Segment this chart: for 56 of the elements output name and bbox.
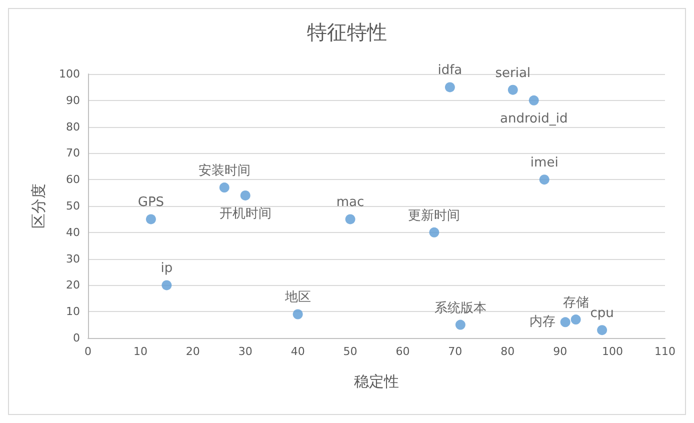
annotation: 更新时间	[408, 208, 460, 224]
x-tick-label: 80	[500, 345, 515, 358]
y-tick-label: 20	[66, 278, 80, 292]
point	[597, 325, 608, 336]
point	[508, 84, 518, 95]
x-tick-label: 40	[290, 345, 305, 358]
point	[429, 227, 440, 238]
x-tick-label: 50	[343, 345, 358, 358]
y-tick-label: 50	[66, 200, 80, 212]
x-tick-label: 100	[602, 345, 624, 358]
x-tick-label: 0	[84, 345, 92, 358]
x-tick-label: 30	[238, 345, 252, 358]
annotation: GPS	[138, 195, 164, 210]
annotation: ip	[160, 261, 173, 276]
point	[560, 317, 570, 328]
annotation: 系统版本	[434, 300, 486, 316]
point	[219, 182, 230, 193]
point	[162, 280, 172, 290]
y-tick-label: 80	[66, 120, 80, 134]
point	[570, 314, 581, 325]
y-tick-label: 100	[59, 68, 80, 80]
x-tick-label: 10	[133, 345, 148, 358]
annotation: mac	[336, 195, 364, 210]
point	[528, 95, 539, 106]
y-tick-label: 90	[66, 94, 80, 107]
x-tick-label: 20	[186, 345, 200, 358]
point	[146, 214, 156, 224]
annotation: 内存	[529, 314, 556, 330]
annotation: idfa	[438, 63, 462, 78]
y-tick-label: 60	[66, 173, 80, 186]
x-tick-label: 110	[654, 345, 676, 358]
y-tick-label: 0	[73, 332, 80, 344]
y-tick-label: 40	[66, 226, 80, 239]
annotation: 存储	[562, 296, 589, 311]
point	[292, 309, 303, 320]
annotation: 开机时间	[219, 206, 272, 222]
annotation: imei	[530, 156, 558, 171]
point	[455, 320, 466, 330]
annotation: 安装时间	[198, 162, 250, 179]
chart-title: 特征特性	[307, 20, 387, 44]
annotation: 地区	[284, 290, 311, 306]
y-axis-title: 区分度	[30, 184, 48, 228]
x-tick-label: 90	[553, 345, 568, 358]
point	[539, 174, 550, 185]
y-tick-label: 10	[66, 305, 80, 318]
annotation: android_id	[500, 111, 568, 126]
point	[444, 82, 455, 92]
annotation: cpu	[590, 306, 614, 322]
x-tick-label: 70	[448, 345, 462, 358]
y-tick-label: 30	[66, 252, 80, 266]
x-axis-title: 稳定性	[354, 372, 399, 390]
x-tick-label: 60	[396, 345, 410, 358]
annotation: serial	[495, 66, 531, 81]
y-tick-label: 70	[66, 146, 80, 160]
point	[345, 214, 356, 224]
point	[240, 190, 250, 200]
